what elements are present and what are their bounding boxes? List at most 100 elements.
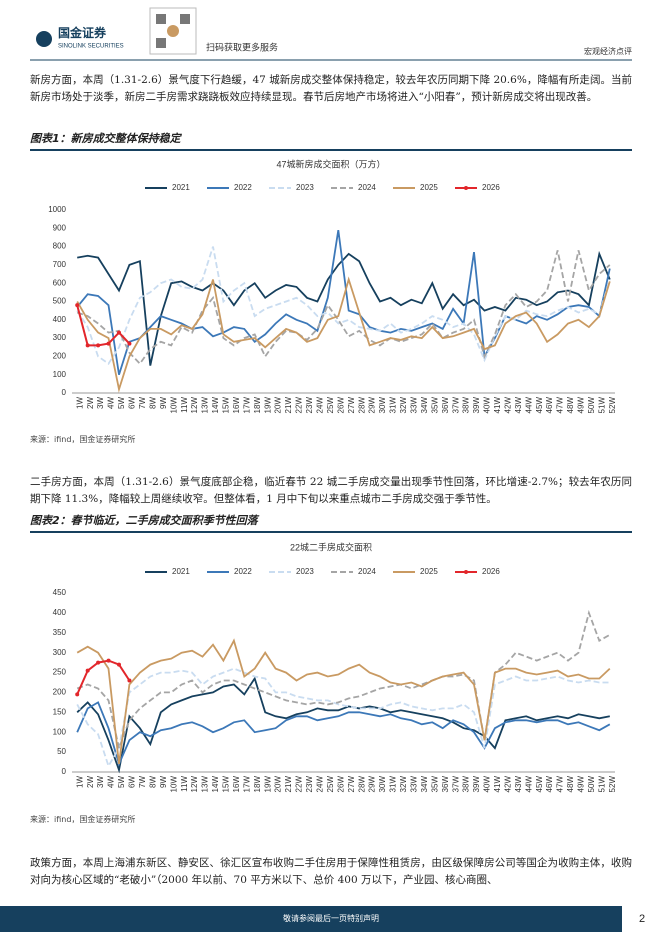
x-tick-label: 4W — [107, 397, 116, 409]
figure-caption: 图表2：春节临近，二手房成交面积季节性回落 — [30, 512, 632, 533]
x-tick-label: 38W — [462, 776, 471, 793]
y-tick-label: 250 — [53, 668, 67, 677]
x-tick-label: 52W — [608, 776, 617, 793]
x-tick-label: 25W — [326, 776, 335, 793]
series-line — [76, 667, 610, 769]
series-line — [76, 676, 610, 774]
x-tick-label: 30W — [378, 776, 387, 793]
x-tick-label: 39W — [472, 397, 481, 414]
x-tick-label: 43W — [514, 776, 523, 793]
y-tick-label: 700 — [53, 260, 67, 269]
x-tick-label: 9W — [159, 776, 168, 788]
point — [116, 662, 121, 667]
source: 来源：ifind，国金证券研究所 — [30, 815, 136, 824]
x-tick-label: 46W — [545, 397, 554, 414]
x-tick-label: 42W — [503, 397, 512, 414]
x-tick-label: 31W — [389, 776, 398, 793]
x-tick-label: 26W — [336, 776, 345, 793]
x-tick-label: 18W — [253, 776, 262, 793]
point — [116, 330, 121, 335]
x-tick-label: 15W — [222, 397, 231, 414]
x-tick-label: 33W — [409, 776, 418, 793]
qr-block — [180, 14, 190, 24]
x-tick-label: 34W — [420, 776, 429, 793]
x-tick-label: 12W — [190, 776, 199, 793]
series-line — [76, 701, 611, 767]
qr-logo — [167, 25, 179, 37]
legend-label: 2026 — [482, 567, 500, 576]
y-tick-label: 800 — [53, 242, 67, 251]
header: 国金证券 SINOLINK SECURITIES 扫码获取更多服务 宏观经济点评 — [30, 7, 632, 61]
y-tick-label: 400 — [53, 315, 67, 324]
point — [75, 303, 80, 308]
x-tick-label: 48W — [566, 776, 575, 793]
y-tick-label: 200 — [53, 352, 67, 361]
chart: 47城新房成交面积（万方） 0 100 200 300 400 500 600 700 800 90… — [48, 158, 617, 414]
x-tick-label: 5W — [117, 776, 126, 788]
x-tick-label: 19W — [263, 776, 272, 793]
x-tick-label: 24W — [316, 776, 325, 793]
x-tick-label: 17W — [242, 776, 251, 793]
x-tick-label: 46W — [545, 776, 554, 793]
x-tick-label: 5W — [117, 397, 126, 409]
legend-label: 2021 — [172, 567, 190, 576]
x-tick-label: 10W — [169, 397, 178, 414]
x-tick-label: 6W — [128, 397, 137, 409]
series-line — [76, 276, 611, 393]
legend-marker — [464, 570, 468, 574]
point — [85, 343, 90, 348]
qr-caption: 扫码获取更多服务 — [206, 41, 278, 52]
x-tick-label: 52W — [608, 397, 617, 414]
x-tick-label: 31W — [389, 397, 398, 414]
legend-label: 2021 — [172, 183, 190, 192]
series-line — [76, 659, 131, 695]
x-tick-label: 26W — [336, 397, 345, 414]
x-tick-label: 28W — [357, 776, 366, 793]
point — [106, 658, 111, 663]
x-tick-label: 35W — [430, 776, 439, 793]
legend-label: 2022 — [234, 567, 252, 576]
x-tick-label: 49W — [577, 397, 586, 414]
y-tick-label: 450 — [53, 588, 67, 597]
point — [96, 660, 101, 665]
x-tick-label: 23W — [305, 397, 314, 414]
y-tick-label: 900 — [53, 223, 67, 232]
paragraph: 新房方面，本周（1.31-2.6）景气度下行趋缓，47 城新房成交整体保持稳定，… — [30, 74, 632, 103]
footer-bar — [0, 906, 662, 932]
x-tick-label: 41W — [493, 397, 502, 414]
x-tick-label: 21W — [284, 397, 293, 414]
page-box — [622, 906, 662, 932]
brand-en: SINOLINK SECURITIES — [58, 44, 124, 50]
x-tick-label: 2W — [86, 397, 95, 409]
chart-title: 22城二手房成交面积 — [290, 541, 372, 552]
x-tick-label: 14W — [211, 397, 220, 414]
x-tick-label: 39W — [472, 776, 481, 793]
x-tick-label: 8W — [148, 776, 157, 788]
x-tick-label: 23W — [305, 776, 314, 793]
x-tick-label: 49W — [577, 776, 586, 793]
x-tick-label: 32W — [399, 397, 408, 414]
point — [127, 678, 132, 683]
y-tick-label: 50 — [57, 747, 66, 756]
x-tick-label: 16W — [232, 397, 241, 414]
x-tick-label: 43W — [514, 397, 523, 414]
x-tick-label: 14W — [211, 776, 220, 793]
x-tick-label: 45W — [535, 397, 544, 414]
x-tick-label: 16W — [232, 776, 241, 793]
x-tick-label: 7W — [138, 397, 147, 409]
x-tick-label: 8W — [148, 397, 157, 409]
x-tick-label: 11W — [180, 397, 189, 413]
x-tick-label: 27W — [347, 397, 356, 414]
chart-title: 47城新房成交面积（万方） — [276, 158, 385, 169]
x-tick-label: 37W — [451, 776, 460, 793]
series-line — [76, 304, 131, 347]
legend-label: 2026 — [482, 183, 500, 192]
x-tick-label: 36W — [441, 776, 450, 793]
legend-label: 2024 — [358, 183, 376, 192]
source: 来源：ifind，国金证券研究所 — [30, 435, 136, 444]
x-tick-label: 32W — [399, 776, 408, 793]
x-tick-label: 40W — [483, 397, 492, 414]
legend-label: 2023 — [296, 567, 314, 576]
x-tick-label: 47W — [556, 397, 565, 414]
